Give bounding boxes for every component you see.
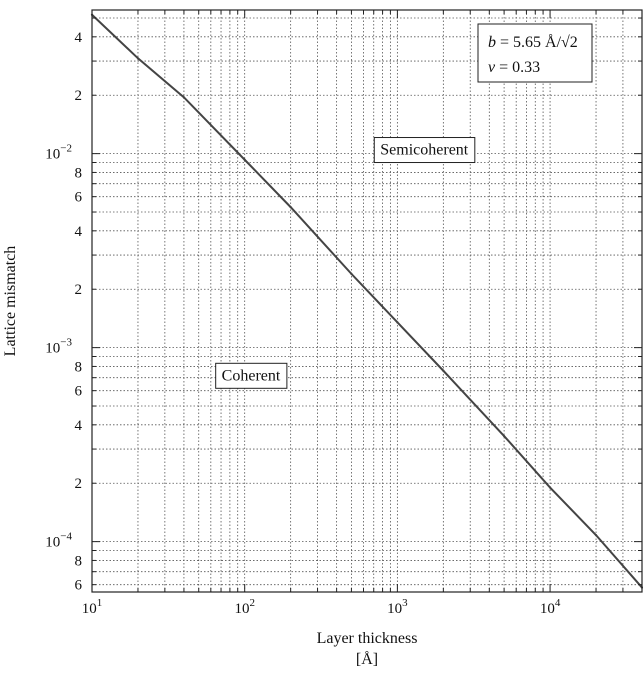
x-tick-label-exponent: 3 [402,597,408,609]
curve-point [503,434,506,438]
ticks [91,10,643,592]
y-tick-label: 2 [75,282,83,298]
curve-point [548,486,552,489]
y-axis-label: Lattice mismatch [2,246,19,357]
curve-point [243,158,246,161]
region-label-box [373,137,476,164]
y-tick-label: 10−2 [45,143,72,163]
parameter-box: b = 5.65 Å/√2 ν = 0.33 [477,23,593,83]
x-tick-label-exponent: 1 [97,597,103,609]
parameter-b-value: = 5.65 Å/√2 [496,33,578,51]
x-tick-label-exponent: 2 [249,597,255,609]
y-tick-label: 4 [75,418,83,434]
y-tick-label-base: 10 [45,147,60,163]
y-tick-label-base: 10 [45,341,60,357]
y-tick-label: 4 [75,30,83,46]
parameter-box-frame [477,23,593,83]
parameter-nu-value: = 0.33 [495,59,540,76]
x-tick-label: 103 [387,597,408,617]
curve-point [594,534,598,537]
y-tick-label: 10−3 [45,337,72,357]
y-tick-label: 10−4 [45,531,72,551]
curve-point [350,272,353,275]
critical-thickness-curve [91,14,643,589]
y-tick-label: 6 [75,384,83,400]
annotations: Semicoherent Coherent [215,137,476,389]
x-tick-label-base: 10 [540,601,555,617]
y-tick-label-base: 10 [45,535,60,551]
y-tick-label: 6 [75,190,83,206]
x-tick-label: 104 [540,597,561,617]
x-axis-unit: [Å] [356,650,378,668]
y-tick-label: 6 [75,578,83,594]
x-tick-label: 101 [82,597,103,617]
x-tick-label-base: 10 [82,601,97,617]
y-tick-label: 8 [75,553,83,569]
region-label-semicoherent: Semicoherent [373,137,476,164]
curve-point [442,369,445,372]
region-label-coherent: Coherent [215,362,288,389]
region-label-text: Coherent [222,367,281,384]
curve-point [289,206,292,209]
y-tick-label-exponent: −3 [60,337,72,349]
curve-point [182,96,186,99]
parameter-nu: ν = 0.33 [488,59,540,76]
x-tick-label-exponent: 4 [555,597,561,609]
grid [91,10,643,592]
y-tick-label: 2 [75,88,83,104]
parameter-b: b = 5.65 Å/√2 [488,33,578,51]
curve-point [136,57,140,60]
x-tick-label-base: 10 [387,601,402,617]
region-label-box [215,362,288,389]
y-tick-label: 8 [75,359,83,375]
y-tick-label: 2 [75,476,83,492]
region-label-text: Semicoherent [380,142,469,159]
y-tick-label-exponent: −2 [60,143,72,155]
parameter-nu-symbol: ν [488,59,496,76]
plot-frame [91,9,643,593]
x-axis-label: Layer thickness [317,630,418,647]
parameter-b-symbol: b [488,34,496,51]
x-tick-label: 102 [234,597,255,617]
x-tick-label-base: 10 [234,601,249,617]
curve-point [396,321,399,324]
y-tick-label: 8 [75,165,83,181]
data-series [90,13,643,589]
y-tick-label-exponent: −4 [60,531,72,543]
y-tick-label: 4 [75,224,83,240]
